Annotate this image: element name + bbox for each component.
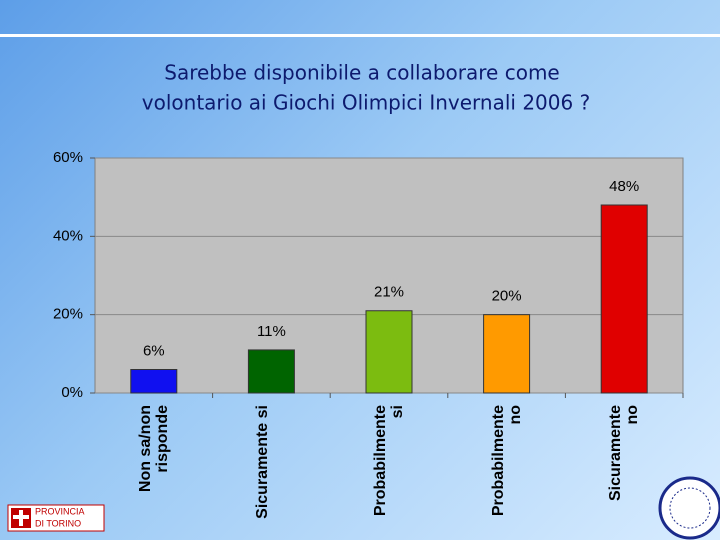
bar bbox=[600, 204, 648, 394]
x-tick-label: Sicuramente no bbox=[607, 405, 642, 502]
bar bbox=[365, 310, 413, 394]
logo-text: PROVINCIA bbox=[35, 506, 85, 516]
bar bbox=[483, 314, 531, 394]
x-tick-label: Probabilmente si bbox=[372, 405, 406, 517]
y-tick-label: 60% bbox=[53, 149, 83, 166]
value-label: 6% bbox=[143, 342, 165, 359]
x-tick-label: Probabilmente no bbox=[489, 405, 524, 517]
value-label: 21% bbox=[374, 284, 404, 301]
seal-ring bbox=[669, 487, 711, 529]
value-label: 20% bbox=[492, 288, 522, 305]
header-rule bbox=[0, 34, 720, 37]
logo-text: DI TORINO bbox=[35, 518, 81, 528]
logo-cross bbox=[13, 515, 29, 519]
x-tick-label: Non sa/non risponde bbox=[136, 405, 171, 493]
x-tick-label: Sicuramente si bbox=[254, 405, 272, 519]
chart-title: volontario ai Giochi Olimpici Invernali … bbox=[142, 91, 590, 115]
bar bbox=[247, 349, 295, 394]
chart-title: Sarebbe disponibile a collaborare come bbox=[164, 61, 560, 85]
value-label: 48% bbox=[609, 178, 639, 195]
value-label: 11% bbox=[257, 323, 286, 340]
y-tick-label: 40% bbox=[53, 227, 83, 244]
seal bbox=[658, 476, 720, 540]
y-tick-label: 0% bbox=[61, 384, 83, 401]
bar bbox=[130, 369, 178, 394]
y-tick-label: 20% bbox=[53, 306, 83, 323]
